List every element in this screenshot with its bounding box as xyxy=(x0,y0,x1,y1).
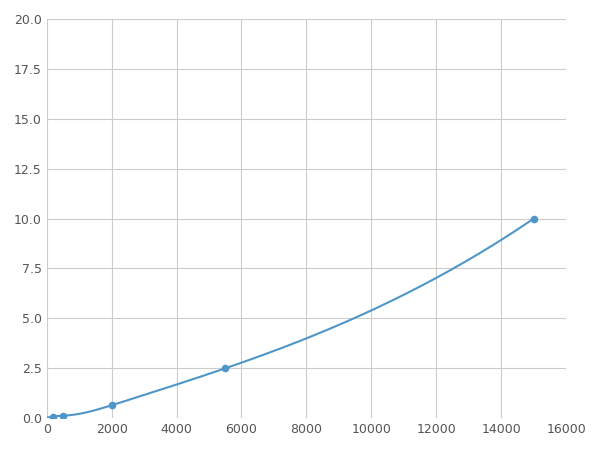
Point xyxy=(107,402,116,409)
Point xyxy=(49,413,58,420)
Point xyxy=(529,215,539,222)
Point xyxy=(220,365,230,372)
Point xyxy=(58,412,68,419)
